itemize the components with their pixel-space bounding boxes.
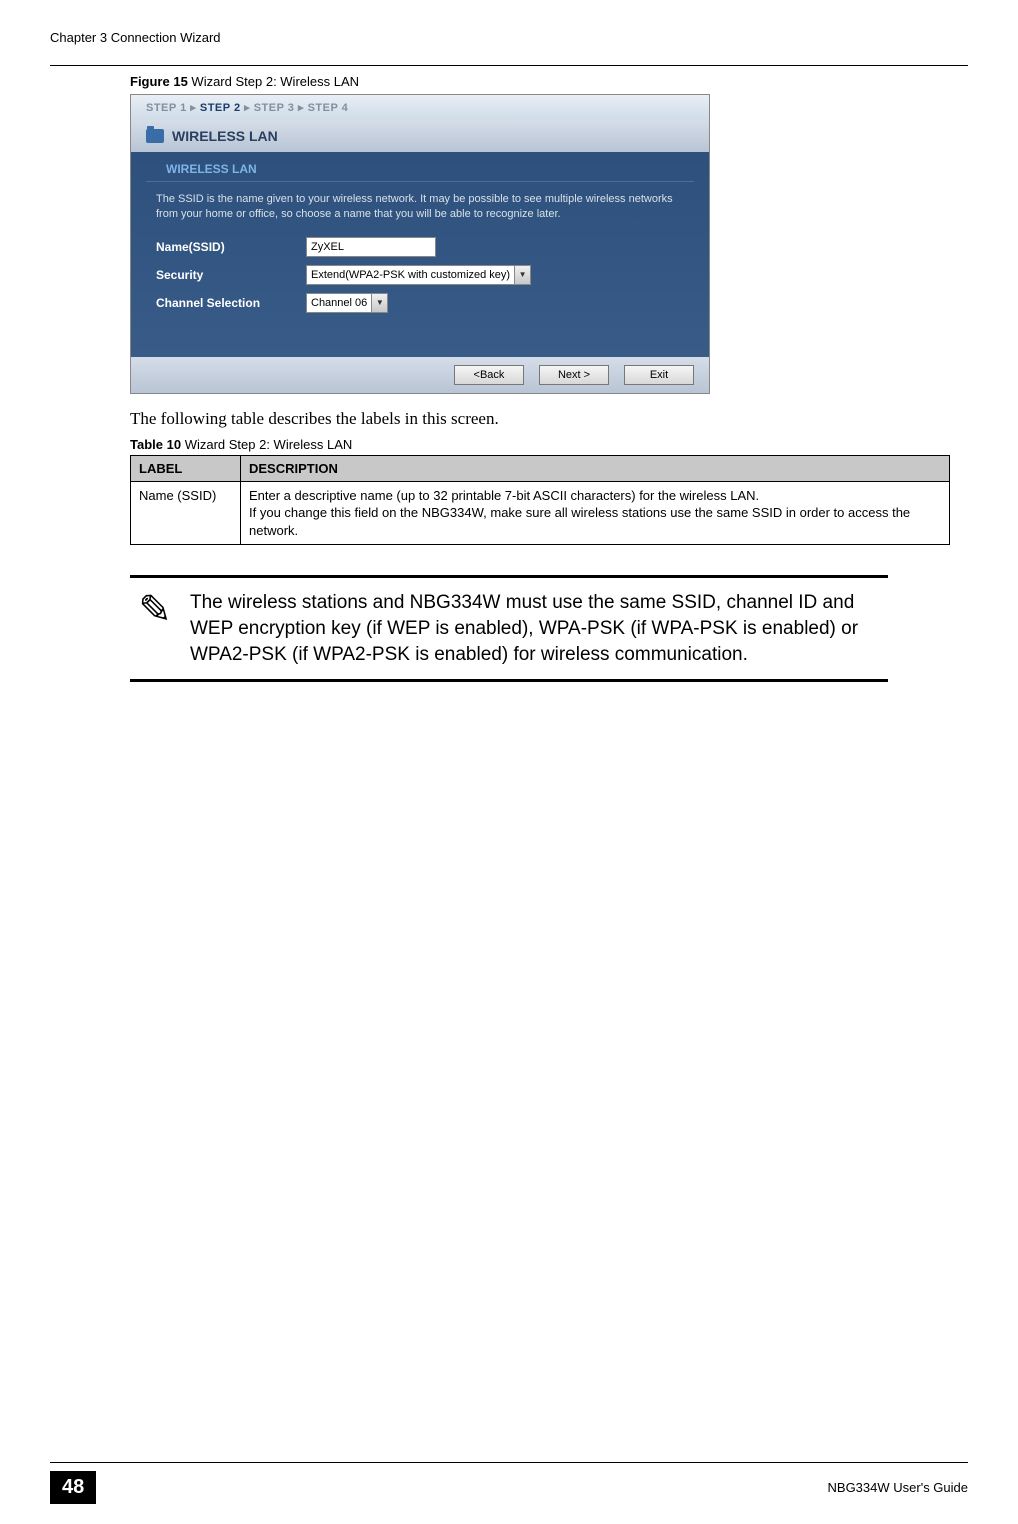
step-3: STEP 3 <box>254 102 295 114</box>
th-desc: DESCRIPTION <box>241 455 950 481</box>
figure-caption: Figure 15 Wizard Step 2: Wireless LAN <box>130 74 968 89</box>
wizard-screenshot: STEP 1 ▸ STEP 2 ▸ STEP 3 ▸ STEP 4 WIRELE… <box>130 94 710 394</box>
table-row: Name (SSID)Enter a descriptive name (up … <box>131 481 950 545</box>
chapter-header: Chapter 3 Connection Wizard <box>50 30 968 45</box>
next-button[interactable]: Next > <box>539 365 609 385</box>
section-label: WIRELESS LAN <box>146 152 694 182</box>
row-label: Name (SSID) <box>131 481 241 545</box>
step-sep: ▸ <box>187 102 200 114</box>
description-table: LABEL DESCRIPTION Name (SSID)Enter a des… <box>130 455 950 546</box>
header-rule <box>50 65 968 66</box>
ssid-input[interactable] <box>306 237 436 257</box>
ssid-row: Name(SSID) <box>131 233 709 261</box>
security-select[interactable]: Extend(WPA2-PSK with customized key) ▼ <box>306 265 531 285</box>
chevron-down-icon[interactable]: ▼ <box>514 266 530 284</box>
channel-select[interactable]: Channel 06 ▼ <box>306 293 388 313</box>
exit-button[interactable]: Exit <box>624 365 694 385</box>
note-text: The wireless stations and NBG334W must u… <box>190 590 888 667</box>
table-label: Table 10 <box>130 437 185 452</box>
steps-bar: STEP 1 ▸ STEP 2 ▸ STEP 3 ▸ STEP 4 <box>131 95 709 120</box>
row-desc: Enter a descriptive name (up to 32 print… <box>241 481 950 545</box>
figure-label: Figure 15 <box>130 74 191 89</box>
chevron-down-icon[interactable]: ▼ <box>371 294 387 312</box>
channel-value: Channel 06 <box>307 297 371 309</box>
page-number: 48 <box>50 1471 96 1504</box>
step-sep: ▸ <box>294 102 307 114</box>
back-button[interactable]: <Back <box>454 365 524 385</box>
title-bar: WIRELESS LAN <box>131 120 709 152</box>
guide-name: NBG334W User's Guide <box>828 1480 968 1495</box>
security-label: Security <box>156 268 306 282</box>
note-block: ✎ The wireless stations and NBG334W must… <box>130 575 888 682</box>
footer: 48 NBG334W User's Guide <box>50 1462 968 1504</box>
ssid-label: Name(SSID) <box>156 240 306 254</box>
table-caption: Table 10 Wizard Step 2: Wireless LAN <box>130 437 968 452</box>
step-2-active: STEP 2 <box>200 102 241 114</box>
channel-row: Channel Selection Channel 06 ▼ <box>131 289 709 317</box>
th-label: LABEL <box>131 455 241 481</box>
step-1: STEP 1 <box>146 102 187 114</box>
folder-icon <box>146 129 164 143</box>
security-value: Extend(WPA2-PSK with customized key) <box>307 269 514 281</box>
figure-title: Wizard Step 2: Wireless LAN <box>191 74 359 89</box>
button-bar: <Back Next > Exit <box>131 357 709 393</box>
intro-text: The following table describes the labels… <box>130 409 968 429</box>
step-4: STEP 4 <box>308 102 349 114</box>
ssid-description: The SSID is the name given to your wirel… <box>131 182 709 233</box>
step-sep: ▸ <box>241 102 254 114</box>
security-row: Security Extend(WPA2-PSK with customized… <box>131 261 709 289</box>
note-icon: ✎ <box>130 590 180 667</box>
channel-label: Channel Selection <box>156 296 306 310</box>
footer-rule <box>50 1462 968 1463</box>
table-title: Wizard Step 2: Wireless LAN <box>185 437 353 452</box>
title-text: WIRELESS LAN <box>172 128 278 144</box>
